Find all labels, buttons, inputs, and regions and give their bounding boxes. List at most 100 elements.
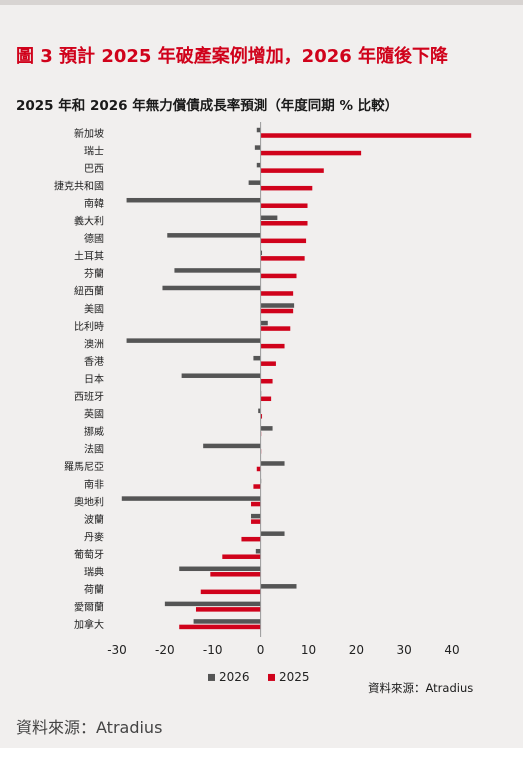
- category-label: 美國: [84, 302, 104, 315]
- x-tick-label: -10: [203, 643, 223, 657]
- bar-2025-27: [195, 607, 261, 612]
- legend: 2026 2025: [208, 670, 310, 682]
- x-tick-label: 40: [444, 643, 459, 657]
- bar-group: [121, 127, 472, 630]
- x-tick-label: 30: [397, 643, 412, 657]
- bar-2025-26: [200, 589, 261, 595]
- bar-2026-19: [260, 461, 285, 466]
- x-tick-label: 0: [257, 643, 265, 657]
- bar-2025-28: [179, 624, 261, 630]
- bar-2025-22: [251, 519, 261, 524]
- bar-2026-13: [253, 355, 261, 361]
- bar-2026-3: [248, 180, 261, 185]
- bar-2026-24: [255, 548, 261, 554]
- bar-2026-9: [162, 285, 261, 291]
- category-label: 瑞士: [84, 144, 104, 157]
- bar-2026-6: [167, 233, 261, 238]
- bar-2026-28: [193, 619, 261, 624]
- figure-title: 圖 3 預計 2025 年破產案例增加，2026 年隨後下降: [16, 46, 449, 67]
- bar-2026-0: [256, 127, 261, 133]
- category-label: 香港: [84, 356, 104, 368]
- category-label: 紐西蘭: [74, 285, 104, 298]
- bar-2025-5: [260, 221, 308, 226]
- bar-2025-9: [260, 291, 294, 296]
- bar-chart: 新加坡瑞士巴西捷克共和國南韓義大利德國土耳其芬蘭紐西蘭美國比利時澳洲香港日本西班…: [54, 122, 472, 682]
- bar-2025-13: [260, 361, 276, 366]
- bar-2025-12: [260, 343, 285, 349]
- top-accent-bar: [0, 0, 523, 5]
- bar-2025-15: [260, 396, 272, 402]
- bar-2026-17: [260, 426, 273, 431]
- bar-2026-14: [181, 373, 261, 378]
- bar-2025-24: [222, 554, 261, 559]
- category-label: 法國: [84, 443, 104, 456]
- category-label: 澳洲: [84, 337, 104, 350]
- bar-2025-20: [253, 484, 261, 489]
- bar-2026-8: [174, 268, 261, 273]
- legend-label-2026: 2026: [219, 670, 250, 682]
- legend-label-2025: 2025: [279, 670, 310, 682]
- bar-2025-23: [241, 536, 261, 542]
- x-axis-ticks: -30 -20 -10 0 10 20 30 40: [107, 643, 460, 657]
- category-label: 南韓: [84, 197, 104, 210]
- bar-2026-5: [260, 215, 278, 221]
- category-label: 荷蘭: [84, 583, 104, 596]
- category-label: 新加坡: [74, 127, 104, 140]
- category-label: 波蘭: [84, 513, 104, 526]
- bar-2025-21: [251, 501, 261, 507]
- bar-2026-12: [126, 338, 261, 343]
- category-label: 羅馬尼亞: [64, 461, 104, 473]
- bar-2025-6: [260, 238, 307, 244]
- category-label: 土耳其: [74, 250, 104, 263]
- category-label: 捷克共和國: [54, 179, 104, 192]
- chart-title: 2025 年和 2026 年無力償債成長率預測（年度同期 % 比較）: [16, 98, 399, 114]
- category-label: 奧地利: [74, 495, 104, 508]
- x-tick-label: -30: [107, 643, 127, 657]
- bar-2026-23: [260, 531, 285, 536]
- bar-2026-25: [179, 566, 261, 572]
- category-label: 愛爾蘭: [74, 601, 104, 614]
- bar-2026-18: [203, 443, 261, 449]
- x-tick-label: -20: [155, 643, 175, 657]
- bar-2026-10: [260, 303, 295, 308]
- category-label: 葡萄牙: [74, 548, 104, 561]
- x-tick-label: 10: [301, 643, 316, 657]
- bar-2026-21: [121, 496, 261, 501]
- category-label: 西班牙: [74, 391, 104, 403]
- category-label: 義大利: [74, 215, 104, 228]
- bar-2025-16: [260, 414, 263, 419]
- bar-2025-1: [260, 150, 362, 156]
- category-label: 南非: [84, 478, 104, 491]
- bar-2026-27: [164, 601, 261, 607]
- legend-swatch-2026: [208, 673, 215, 681]
- category-label: 加拿大: [74, 618, 104, 631]
- bar-2026-7: [260, 250, 263, 256]
- legend-swatch-2025: [268, 673, 275, 681]
- bar-2025-2: [260, 168, 324, 173]
- x-tick-label: 20: [349, 643, 364, 657]
- bar-2026-2: [256, 162, 261, 168]
- category-label: 巴西: [84, 163, 104, 175]
- category-label: 日本: [84, 372, 104, 385]
- chart-source-note: 資料來源：Atradius: [368, 681, 474, 695]
- bar-2025-11: [260, 326, 291, 331]
- bar-2025-19: [256, 466, 261, 472]
- category-label: 瑞典: [84, 566, 104, 579]
- bar-2026-11: [260, 320, 268, 326]
- bar-2025-25: [210, 572, 261, 577]
- bar-2025-3: [260, 185, 313, 191]
- category-label: 挪威: [84, 425, 104, 438]
- bar-2025-8: [260, 273, 297, 279]
- bar-2025-4: [260, 203, 308, 208]
- category-label: 丹麥: [84, 530, 104, 543]
- bar-2025-7: [260, 256, 305, 261]
- bar-2026-22: [251, 513, 261, 519]
- page-source-note: 資料來源：Atradius: [16, 718, 163, 737]
- bar-2025-10: [260, 308, 294, 314]
- bar-2026-4: [126, 197, 261, 203]
- category-label: 英國: [84, 408, 104, 421]
- bar-2026-1: [254, 145, 261, 150]
- category-label: 德國: [84, 232, 104, 245]
- bar-2025-0: [260, 133, 472, 138]
- category-label: 比利時: [74, 321, 104, 333]
